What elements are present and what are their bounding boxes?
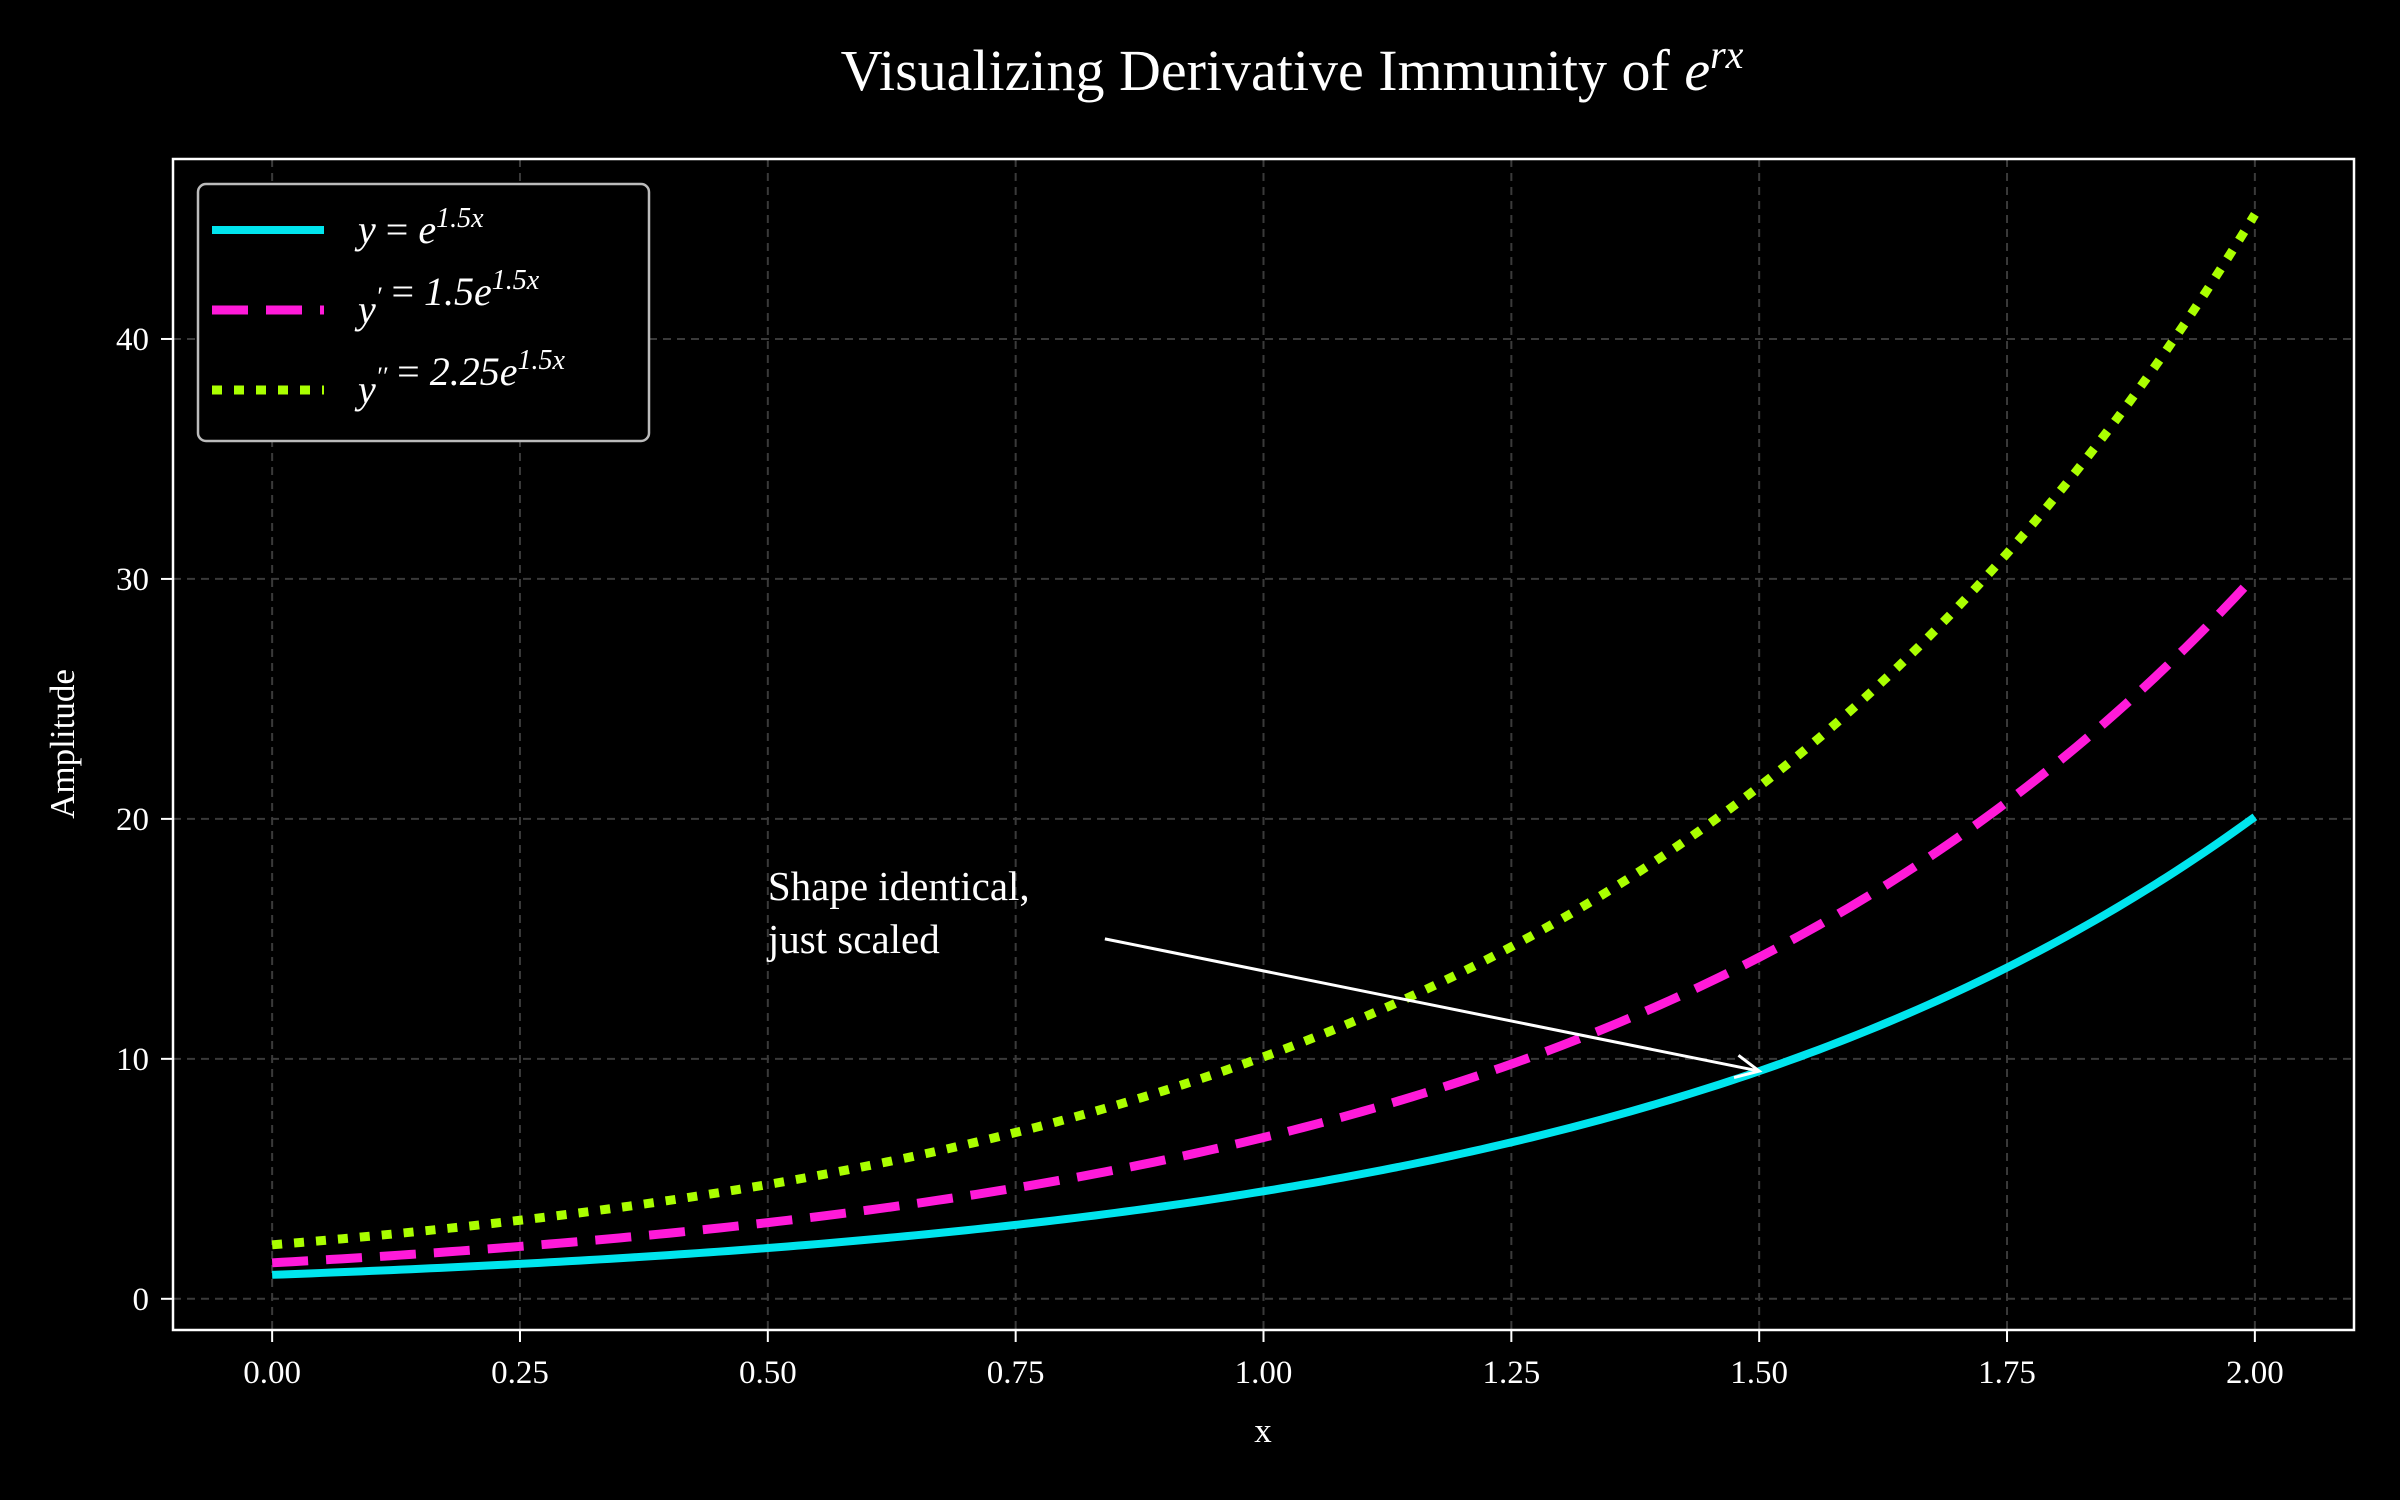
legend-label-2: y′ = 1.5e1.5x — [354, 265, 540, 332]
x-tick-label: 0.25 — [491, 1355, 549, 1391]
y-tick-label: 30 — [116, 562, 149, 598]
legend: y = e1.5x y′ = 1.5e1.5x y′′ = 2.25e1.5x — [196, 182, 651, 443]
series-line-1 — [271, 813, 2258, 1279]
x-tick-label: 1.50 — [1730, 1355, 1788, 1391]
x-axis-ticks: 0.00 0.25 0.50 0.75 1.00 1.25 1.50 1.75 2.00 — [243, 1330, 2284, 1391]
x-axis-label: x — [1254, 1411, 1272, 1450]
x-tick-label: 1.75 — [1978, 1355, 2036, 1391]
chart-title-math-base: e — [1684, 38, 1710, 103]
x-tick-label: 1.25 — [1482, 1355, 1540, 1391]
series-line-2 — [271, 572, 2259, 1268]
y-tick-label: 10 — [116, 1042, 149, 1078]
legend-label-1: y = e1.5x — [354, 203, 484, 252]
legend-label-3: y′′ = 2.25e1.5x — [354, 345, 565, 412]
annotation-arrowhead — [1733, 1054, 1763, 1079]
chart-title-math-sup: rx — [1710, 32, 1744, 77]
chart-title: Visualizing Derivative Immunity of erx — [841, 32, 1744, 103]
y-tick-label: 0 — [133, 1282, 150, 1318]
annotation: Shape identical, just scaled — [766, 863, 1763, 1079]
series-line-3 — [271, 212, 2259, 1250]
x-tick-label: 0.75 — [987, 1355, 1045, 1391]
x-tick-label: 0.50 — [739, 1355, 797, 1391]
y-axis-label: Amplitude — [43, 669, 82, 819]
x-tick-label: 0.00 — [243, 1355, 301, 1391]
annotation-arrow — [1104, 937, 1760, 1073]
x-tick-label: 1.00 — [1235, 1355, 1293, 1391]
annotation-text: Shape identical, just scaled — [766, 863, 1030, 962]
y-tick-label: 40 — [116, 322, 149, 358]
y-tick-label: 20 — [116, 802, 149, 838]
chart-title-main: Visualizing Derivative Immunity of — [841, 38, 1685, 103]
x-tick-label: 2.00 — [2226, 1355, 2284, 1391]
y-axis-ticks: 0 10 20 30 40 — [116, 322, 173, 1318]
legend-box — [196, 182, 651, 443]
series-layer — [271, 212, 2259, 1279]
